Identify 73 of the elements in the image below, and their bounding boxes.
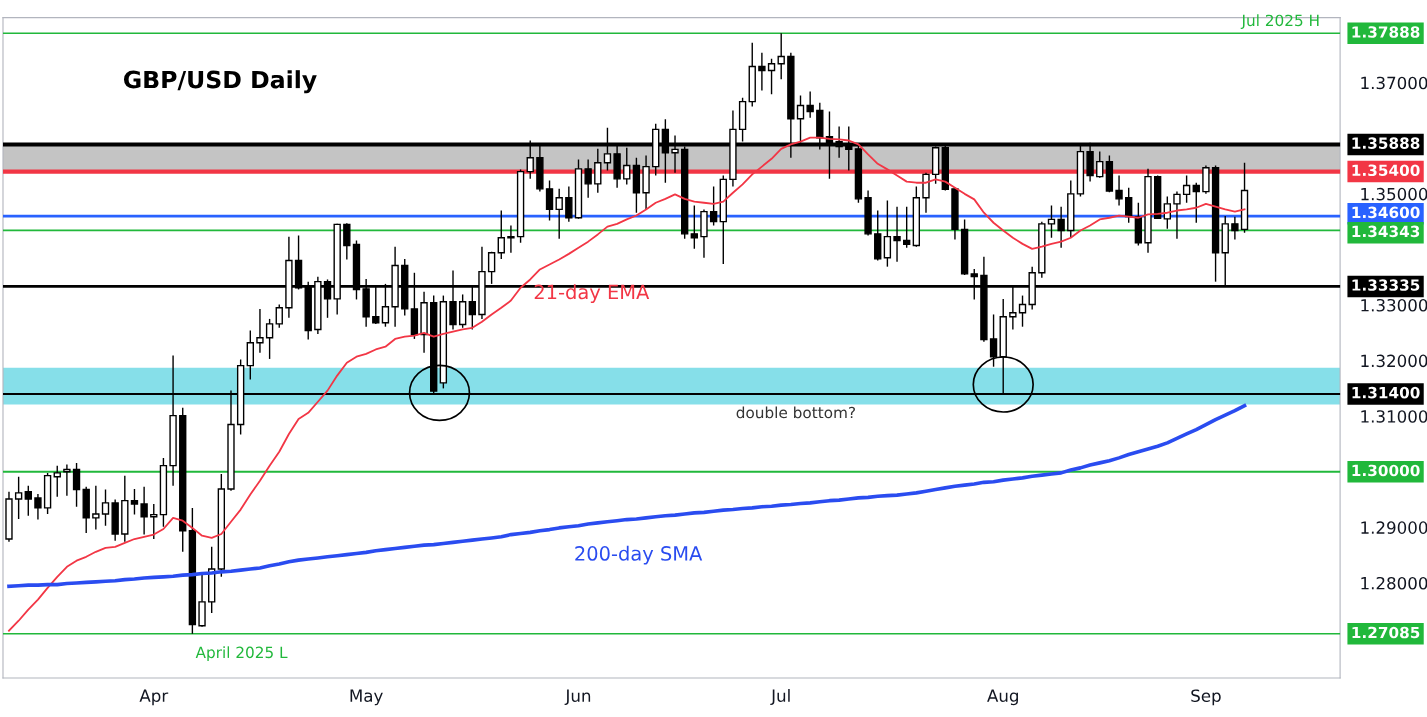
candlestick [140, 486, 148, 536]
candlestick [902, 205, 911, 249]
candlestick [1192, 182, 1200, 224]
candlestick [63, 463, 71, 497]
candlestick [130, 488, 139, 516]
candlestick [265, 318, 274, 360]
candlestick [758, 51, 766, 92]
ref-line-label: 1.35888 [1352, 137, 1420, 149]
candlestick [709, 185, 718, 227]
candlestick [1018, 294, 1027, 328]
y-tick-label: 1.32000 [1361, 354, 1427, 368]
candlestick [458, 293, 467, 329]
series-label: 21-day EMA [534, 284, 650, 304]
annotation: April 2025 L [195, 646, 288, 662]
ref-line-label: 1.30000 [1352, 464, 1420, 477]
ref-line-label: 1.34343 [1352, 225, 1420, 238]
candlestick [806, 90, 814, 119]
candlestick [256, 308, 264, 354]
candlestick [584, 158, 592, 199]
candlestick [497, 209, 505, 260]
candlestick [343, 222, 351, 261]
candlestick [34, 493, 42, 521]
annotation: Jul 2025 H [1240, 14, 1319, 30]
x-tick-label: Jul [770, 689, 790, 706]
candlestick [690, 204, 699, 250]
candlestick [565, 185, 573, 223]
candlestick [777, 32, 785, 81]
candlestick [1231, 215, 1239, 241]
x-tick-label: Aug [987, 689, 1018, 706]
candlestick [53, 464, 61, 498]
candlestick [24, 484, 32, 517]
candlestick [1173, 190, 1181, 240]
y-tick-label: 1.28000 [1361, 576, 1427, 590]
ref-line-label: 1.33335 [1352, 279, 1420, 291]
ref-line-label: 1.34600 [1352, 206, 1420, 219]
annotation: double bottom? [736, 406, 855, 419]
candlestick [507, 224, 515, 254]
ref-line-label: 1.31400 [1352, 386, 1420, 399]
candlestick [922, 172, 930, 214]
y-tick-label: 1.31000 [1361, 410, 1427, 423]
candlestick [246, 329, 254, 381]
ref-line-label: 1.37888 [1352, 26, 1420, 38]
candlestick [1115, 174, 1123, 207]
y-tick-label: 1.37000 [1361, 76, 1427, 90]
candlestick [14, 476, 23, 520]
candlestick [1182, 174, 1191, 204]
candlestick [1047, 204, 1056, 239]
y-tick-label: 1.29000 [1361, 521, 1427, 534]
x-tick-label: Apr [139, 689, 169, 706]
ref-line-label: 1.27085 [1352, 626, 1420, 639]
candlestick [198, 573, 206, 628]
x-tick-label: May [350, 689, 383, 706]
candlestick [72, 462, 81, 508]
candlestick [1202, 164, 1210, 195]
candlestick [1057, 205, 1065, 249]
candlestick [92, 484, 100, 531]
candlestick [101, 488, 110, 527]
ref-line-label: 1.35400 [1352, 164, 1420, 177]
text: GBP/USD Daily [123, 70, 317, 94]
candlestick [893, 205, 901, 263]
x-tick-label: Jun [564, 689, 591, 706]
candlestick [275, 303, 283, 329]
candlestick [545, 179, 554, 222]
line-series [7, 403, 1247, 589]
candlestick [1096, 150, 1104, 179]
candlestick [555, 188, 563, 240]
series-label: 200-day SMA [575, 545, 703, 565]
candlestick [883, 199, 892, 268]
candlestick [594, 148, 602, 194]
y-tick-label: 1.35000 [1361, 187, 1427, 201]
x-tick-label: Sep [1191, 689, 1221, 706]
candlestick [767, 58, 776, 96]
y-tick-label: 1.33000 [1361, 298, 1427, 312]
